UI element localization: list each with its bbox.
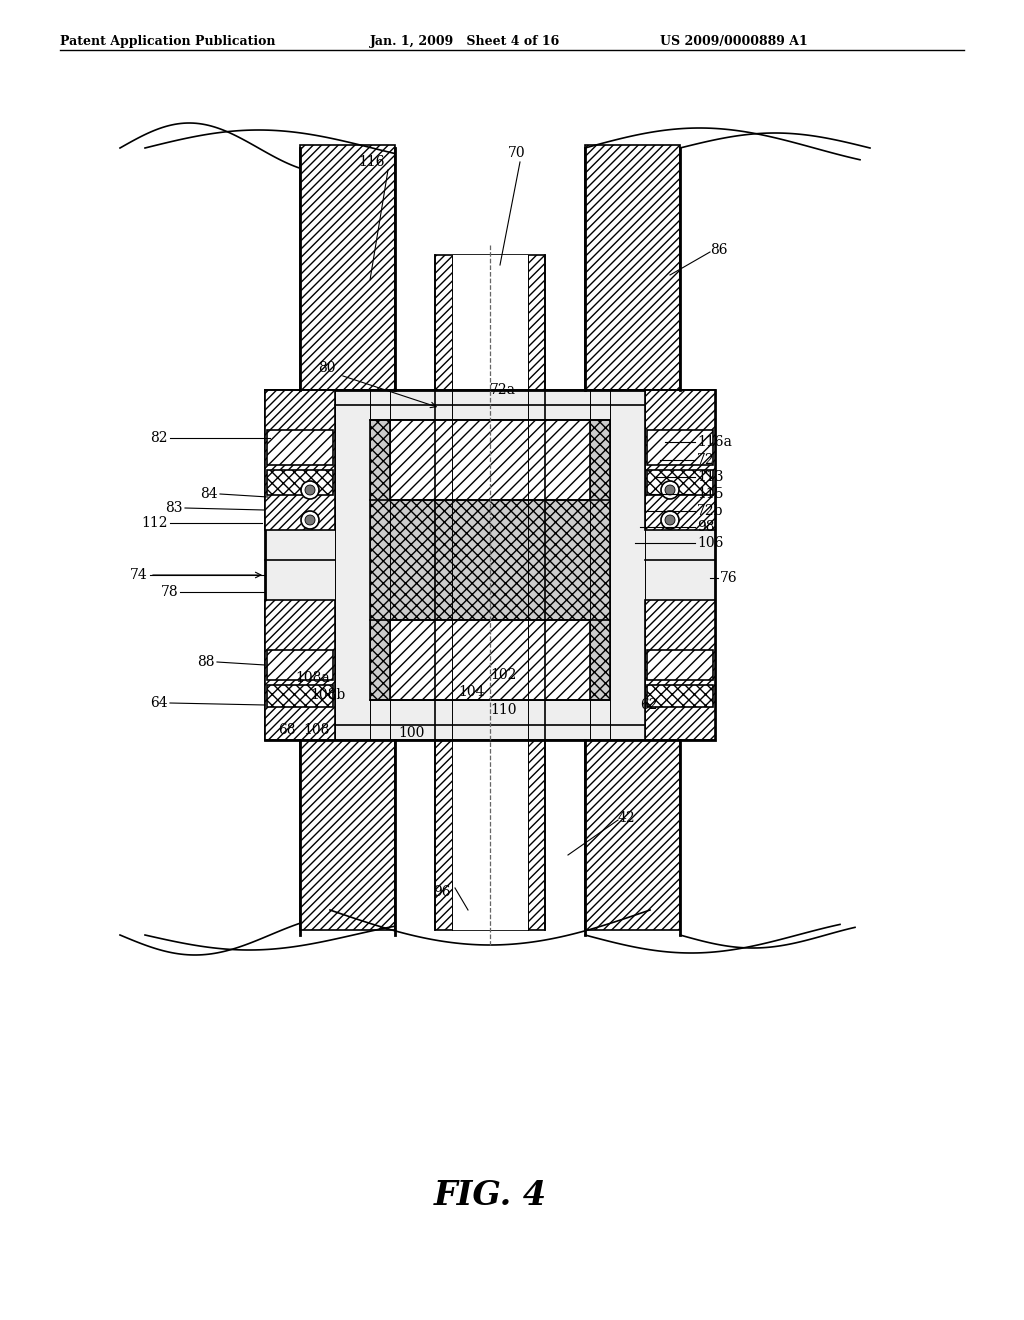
Bar [647,685,713,708]
Text: 84: 84 [201,487,218,502]
Bar [585,145,680,389]
Text: 102: 102 [490,668,516,682]
Text: 98: 98 [697,520,715,535]
Text: 108: 108 [303,723,330,737]
Bar [267,649,333,680]
Text: 96: 96 [433,884,451,899]
Text: 108a: 108a [295,671,330,685]
Bar [265,389,335,531]
Text: 80: 80 [318,360,336,375]
Text: US 2009/0000889 A1: US 2009/0000889 A1 [660,36,808,48]
Text: 74: 74 [130,568,148,582]
Text: 42: 42 [618,810,636,825]
Bar [435,255,545,931]
Bar [370,420,610,700]
Bar [645,389,715,531]
Bar [300,741,395,931]
Bar [267,685,333,708]
Bar [647,430,713,465]
Text: 113: 113 [697,470,724,484]
Text: 108b: 108b [310,688,345,702]
Bar [265,389,715,741]
Bar [585,741,680,931]
Circle shape [665,515,675,525]
Bar [647,649,713,680]
Text: 110: 110 [490,704,516,717]
Text: 72: 72 [697,453,715,467]
Circle shape [305,484,315,495]
Bar [390,420,590,500]
Text: FIG. 4: FIG. 4 [433,1179,547,1212]
Text: 115: 115 [697,487,724,502]
Text: 72a: 72a [490,383,516,397]
Text: 72b: 72b [697,504,724,517]
Text: 88: 88 [198,655,215,669]
Bar [647,470,713,495]
Text: 104: 104 [458,685,484,700]
Bar [267,430,333,465]
Text: 100: 100 [398,726,424,741]
Bar [300,145,395,389]
Bar [452,255,528,931]
Circle shape [301,480,319,499]
Bar [390,620,590,700]
Text: 64: 64 [151,696,168,710]
Text: 86: 86 [710,243,727,257]
Text: Patent Application Publication: Patent Application Publication [60,36,275,48]
Text: 83: 83 [166,502,183,515]
Bar [265,601,335,741]
Text: Jan. 1, 2009   Sheet 4 of 16: Jan. 1, 2009 Sheet 4 of 16 [370,36,560,48]
Text: 70: 70 [508,147,525,160]
Text: 116: 116 [358,154,384,169]
Bar [267,470,333,495]
Circle shape [301,511,319,529]
Text: 62: 62 [640,698,657,711]
Text: 76: 76 [720,572,737,585]
Text: 68: 68 [278,723,296,737]
Bar [645,601,715,741]
Circle shape [665,484,675,495]
Circle shape [662,480,679,499]
Circle shape [305,515,315,525]
Circle shape [662,511,679,529]
Text: 106: 106 [697,536,723,550]
Text: 82: 82 [151,432,168,445]
Text: 112: 112 [141,516,168,531]
Text: 78: 78 [161,585,178,599]
Text: 116a: 116a [697,436,732,449]
